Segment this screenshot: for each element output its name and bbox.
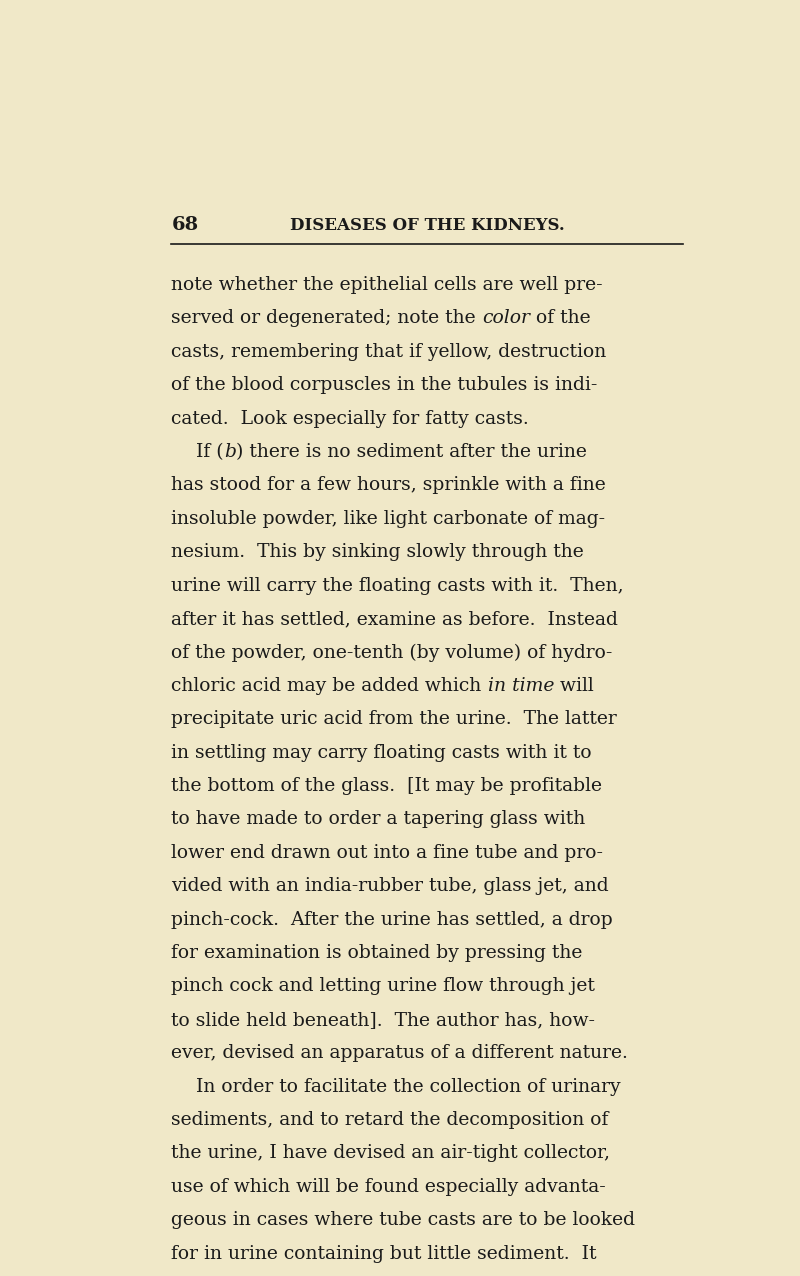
Text: of the: of the <box>530 309 590 328</box>
Text: lower end drawn out into a fine tube and pro-: lower end drawn out into a fine tube and… <box>171 843 603 861</box>
Text: insoluble powder, like light carbonate of mag-: insoluble powder, like light carbonate o… <box>171 510 606 528</box>
Text: casts, remembering that if yellow, destruction: casts, remembering that if yellow, destr… <box>171 343 606 361</box>
Text: DISEASES OF THE KIDNEYS.: DISEASES OF THE KIDNEYS. <box>290 217 565 234</box>
Text: to have made to order a tapering glass with: to have made to order a tapering glass w… <box>171 810 586 828</box>
Text: chloric acid may be added which: chloric acid may be added which <box>171 676 487 695</box>
Text: in settling may carry floating casts with it to: in settling may carry floating casts wit… <box>171 744 592 762</box>
Text: has stood for a few hours, sprinkle with a fine: has stood for a few hours, sprinkle with… <box>171 476 606 494</box>
Text: nesium.  This by sinking slowly through the: nesium. This by sinking slowly through t… <box>171 544 584 561</box>
Text: geous in cases where tube casts are to be looked: geous in cases where tube casts are to b… <box>171 1211 635 1229</box>
Text: precipitate uric acid from the urine.  The latter: precipitate uric acid from the urine. Th… <box>171 711 617 729</box>
Text: sediments, and to retard the decomposition of: sediments, and to retard the decompositi… <box>171 1111 609 1129</box>
Text: of the blood corpuscles in the tubules is indi-: of the blood corpuscles in the tubules i… <box>171 376 598 394</box>
Text: for examination is obtained by pressing the: for examination is obtained by pressing … <box>171 944 582 962</box>
Text: 68: 68 <box>171 216 198 234</box>
Text: to slide held beneath].  The author has, how-: to slide held beneath]. The author has, … <box>171 1011 595 1028</box>
Text: pinch-cock.  After the urine has settled, a drop: pinch-cock. After the urine has settled,… <box>171 911 613 929</box>
Text: in time: in time <box>487 676 554 695</box>
Text: will: will <box>554 676 594 695</box>
Text: urine will carry the floating casts with it.  Then,: urine will carry the floating casts with… <box>171 577 624 595</box>
Text: If (: If ( <box>196 443 224 461</box>
Text: for in urine containing but little sediment.  It: for in urine containing but little sedim… <box>171 1244 597 1263</box>
Text: color: color <box>482 309 530 328</box>
Text: ) there is no sediment after the urine: ) there is no sediment after the urine <box>236 443 586 461</box>
Text: b: b <box>224 443 236 461</box>
Text: cated.  Look especially for fatty casts.: cated. Look especially for fatty casts. <box>171 410 529 427</box>
Text: the urine, I have devised an air-tight collector,: the urine, I have devised an air-tight c… <box>171 1145 610 1162</box>
Text: the bottom of the glass.  [It may be profitable: the bottom of the glass. [It may be prof… <box>171 777 602 795</box>
Text: note whether the epithelial cells are well pre-: note whether the epithelial cells are we… <box>171 276 603 293</box>
Text: use of which will be found especially advanta-: use of which will be found especially ad… <box>171 1178 606 1196</box>
Text: pinch cock and letting urine flow through jet: pinch cock and letting urine flow throug… <box>171 977 595 995</box>
Text: vided with an india-rubber tube, glass jet, and: vided with an india-rubber tube, glass j… <box>171 877 609 896</box>
Text: ever, devised an apparatus of a different nature.: ever, devised an apparatus of a differen… <box>171 1044 628 1062</box>
Text: In order to facilitate the collection of urinary: In order to facilitate the collection of… <box>196 1078 621 1096</box>
Text: served or degenerated; note the: served or degenerated; note the <box>171 309 482 328</box>
Text: after it has settled, examine as before.  Instead: after it has settled, examine as before.… <box>171 610 618 628</box>
Text: of the powder, one-tenth (by volume) of hydro-: of the powder, one-tenth (by volume) of … <box>171 643 613 662</box>
